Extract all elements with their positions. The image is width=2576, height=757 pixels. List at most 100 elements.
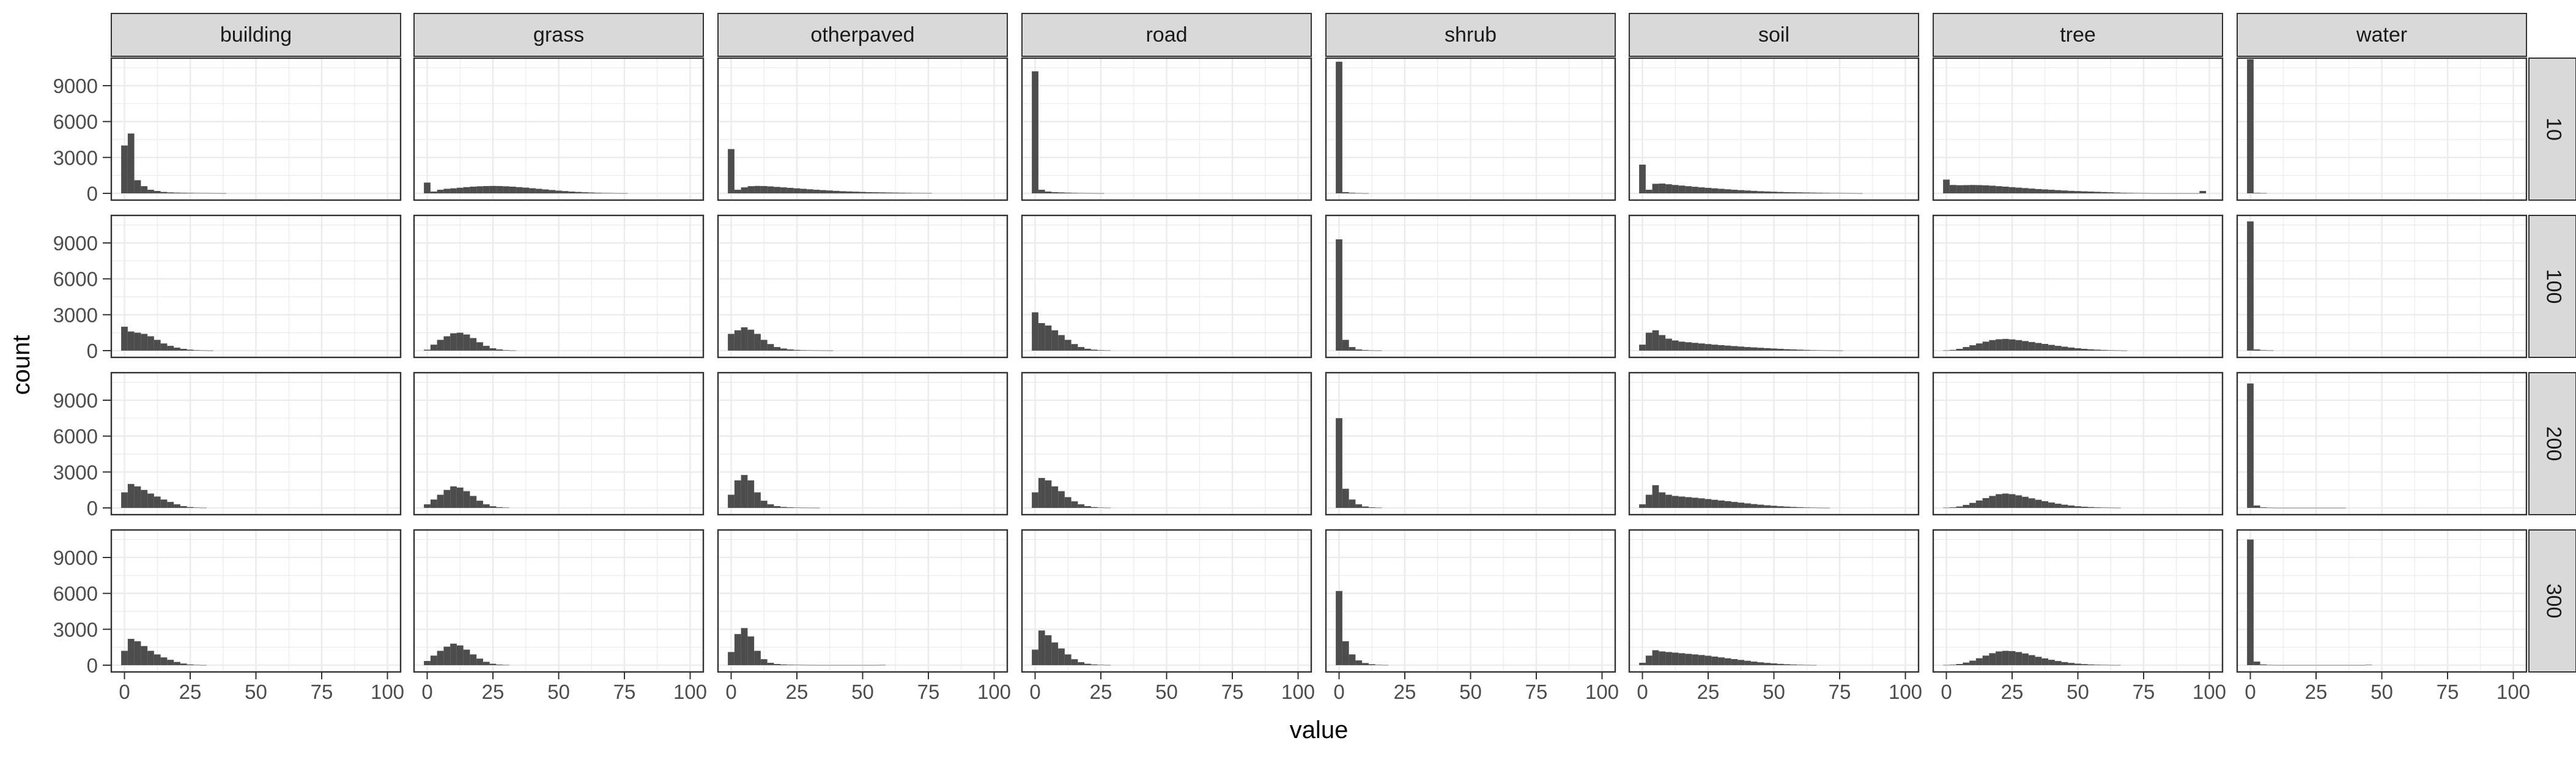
histogram-bar [2061,504,2068,508]
y-axis-title: count [8,335,35,395]
histogram-bar [529,188,536,193]
histogram-bar [1718,345,1725,351]
histogram-bar [1943,665,1950,666]
histogram-bar [1698,655,1705,665]
histogram-bar [1342,192,1349,193]
panel-water-300 [2236,529,2528,673]
histogram-bar [865,192,873,193]
histogram-bar [800,188,807,193]
x-tick-label: 50 [851,681,874,703]
histogram-bar [516,187,523,193]
histogram-bar [2054,504,2062,508]
histogram-bar [1090,507,1098,508]
histogram-bar [839,665,846,666]
histogram-bar [430,345,437,351]
histogram-bar [760,340,768,351]
histogram-bar [463,491,470,508]
histogram-bar [760,186,768,193]
histogram-bar [2081,349,2088,351]
histogram-bar [754,334,761,351]
histogram-bar [786,187,794,193]
histogram-bar [2048,502,2055,508]
histogram-bar [1731,658,1738,665]
histogram-bar [1382,665,1389,666]
strip-water [2237,13,2527,57]
histogram-bar [2002,187,2009,193]
x-tick-label: 100 [2496,681,2530,703]
strip-row-100 [2528,215,2576,358]
histogram-bar [1362,349,1369,351]
x-tick-label: 0 [119,681,130,703]
histogram-bar [154,191,161,193]
histogram-bar [754,492,761,508]
y-tick-label: 9000 [53,389,98,412]
panel-otherpaved-200 [717,371,1009,516]
histogram-bar [2028,498,2035,508]
histogram-bar [2247,383,2254,508]
x-tick-label: 75 [2437,681,2459,703]
panel-grass-200 [413,371,705,516]
strip-label-water: water [2356,23,2407,47]
histogram-bar [187,507,194,508]
histogram-bar [1750,190,1758,193]
histogram-bar [134,641,141,665]
histogram-bar [2008,187,2016,193]
x-tick-label: 50 [1763,681,1785,703]
histogram-bar [1724,189,1731,193]
histogram-bar [1975,500,1983,508]
histogram-bar [2273,665,2280,666]
histogram-bar [496,349,503,351]
y-tick-label: 6000 [53,111,98,133]
x-tick-label: 100 [673,681,707,703]
histogram-bar [807,507,813,509]
histogram-bar [2140,193,2147,194]
histogram-bar [154,496,161,508]
y-tick-label: 3000 [53,304,98,326]
histogram-bar [167,502,174,508]
strip-label-row-200: 200 [2542,427,2566,461]
panel-grass-300 [413,529,705,673]
histogram-bar [780,187,787,193]
histogram-bar [1368,507,1375,508]
histogram-bar [1989,340,1996,351]
histogram-bar [1757,348,1764,351]
strip-label-building: building [220,23,292,47]
panel-building-300 [110,529,402,673]
histogram-bar [846,665,853,666]
histogram-bar [141,334,148,351]
histogram-bar [1777,192,1784,193]
histogram-bar [741,628,748,665]
histogram-bar [1692,498,1698,508]
y-tick-label: 0 [87,182,98,205]
histogram-bar [1949,185,1956,193]
histogram-bar [2002,651,2009,665]
histogram-bar [180,663,187,665]
histogram-bar [2101,349,2108,351]
histogram-bar [483,662,490,665]
histogram-bar [1342,340,1349,351]
histogram-bar [1652,650,1659,665]
histogram-bar [2279,665,2287,666]
histogram-bar [1698,187,1705,193]
histogram-bar [1704,499,1712,508]
histogram-bar [1738,346,1745,351]
histogram-bar [2312,507,2320,509]
histogram-bar [1090,349,1098,351]
histogram-bar [1975,185,1983,193]
histogram-bar [2035,657,2042,665]
histogram-bar [456,487,464,508]
histogram-bar [2074,191,2081,193]
histogram-bar [1996,186,2002,193]
histogram-bar [2094,192,2101,193]
histogram-bar [833,190,840,193]
histogram-bar [1084,663,1091,665]
histogram-bar [180,506,187,508]
histogram-bar [174,348,180,351]
x-tick-label: 50 [547,681,570,703]
histogram-bar [859,665,866,666]
histogram-bar [2326,665,2333,666]
strip-label-otherpaved: otherpaved [810,23,914,47]
histogram-bar [2048,190,2055,193]
histogram-bar [1097,507,1105,508]
